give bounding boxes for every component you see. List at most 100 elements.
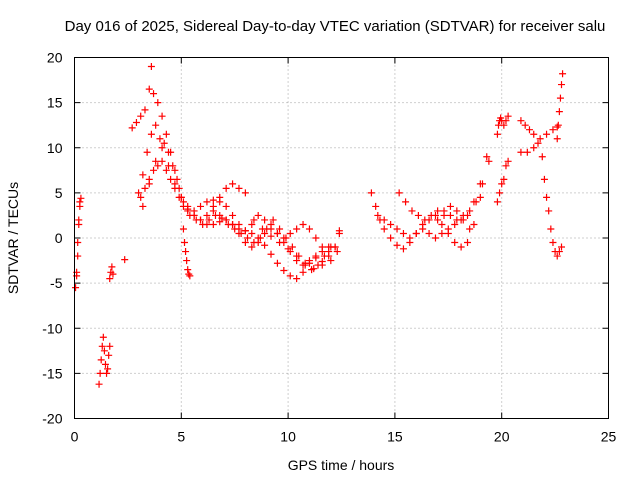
- series-cluster-1-7h: [106, 263, 117, 283]
- data-point: [109, 270, 117, 278]
- data-point: [286, 229, 294, 237]
- data-point: [372, 202, 380, 210]
- data-point: [453, 207, 461, 215]
- series-track-F: [209, 207, 343, 256]
- data-point: [145, 180, 153, 188]
- data-point: [525, 126, 533, 134]
- data-point: [145, 85, 153, 93]
- data-point: [182, 248, 190, 256]
- data-point: [540, 175, 548, 183]
- data-point: [103, 369, 111, 377]
- data-point: [273, 259, 281, 267]
- data-point: [185, 270, 193, 278]
- y-tick-label: -5: [50, 275, 63, 291]
- data-point: [171, 180, 179, 188]
- data-point: [105, 351, 113, 359]
- data-point: [543, 130, 551, 138]
- y-tick-label: 15: [47, 95, 63, 111]
- data-point: [216, 211, 224, 219]
- data-point: [333, 248, 341, 256]
- data-point: [74, 239, 82, 247]
- data-point: [451, 220, 459, 228]
- data-point: [261, 216, 269, 224]
- data-point: [95, 380, 103, 388]
- data-point: [406, 234, 414, 242]
- data-point: [248, 220, 256, 228]
- data-point: [108, 263, 116, 271]
- data-point: [75, 216, 83, 224]
- data-point: [312, 234, 320, 242]
- data-point: [485, 157, 493, 165]
- data-point: [104, 365, 112, 373]
- data-point: [553, 252, 561, 260]
- data-point: [538, 153, 546, 161]
- data-point: [209, 207, 217, 215]
- data-point: [273, 229, 281, 237]
- data-point: [203, 211, 211, 219]
- data-point: [380, 225, 388, 233]
- data-point: [256, 234, 264, 242]
- data-point: [186, 272, 194, 280]
- x-tick-label: 15: [387, 429, 403, 445]
- x-tick-label: 25: [601, 429, 617, 445]
- data-point: [387, 234, 395, 242]
- data-point: [502, 162, 510, 170]
- data-point: [106, 275, 114, 283]
- data-point: [530, 130, 538, 138]
- data-point: [387, 220, 395, 228]
- data-point: [318, 243, 326, 251]
- data-point: [222, 216, 230, 224]
- data-point: [276, 225, 284, 233]
- data-point: [162, 130, 170, 138]
- data-point: [139, 171, 147, 179]
- data-point: [216, 218, 224, 226]
- data-point: [496, 189, 504, 197]
- data-point: [553, 135, 561, 143]
- data-point: [293, 225, 301, 233]
- data-point: [248, 243, 256, 251]
- data-point: [261, 229, 269, 237]
- data-point: [209, 220, 217, 228]
- data-point: [197, 202, 205, 210]
- data-point: [444, 225, 452, 233]
- data-point: [209, 196, 217, 204]
- data-point: [96, 369, 104, 377]
- data-point: [147, 130, 155, 138]
- data-point: [431, 234, 439, 242]
- series-isolated-2-3h: [121, 256, 129, 264]
- data-point: [286, 272, 294, 280]
- data-point: [141, 106, 149, 114]
- data-point: [137, 193, 145, 201]
- data-point: [478, 180, 486, 188]
- data-point: [147, 63, 155, 71]
- series-track-M: [502, 157, 512, 170]
- data-point: [427, 211, 435, 219]
- data-point: [305, 225, 313, 233]
- data-point: [280, 266, 288, 274]
- y-tick-label: 5: [55, 185, 63, 201]
- data-point: [229, 220, 237, 228]
- data-point: [504, 112, 512, 120]
- data-point: [154, 162, 162, 170]
- grid: [74, 57, 609, 419]
- data-point: [299, 220, 307, 228]
- data-point: [164, 148, 172, 156]
- data-point: [555, 108, 563, 116]
- data-point: [476, 193, 484, 201]
- data-point: [412, 229, 420, 237]
- series-track-O: [517, 117, 566, 260]
- data-point: [425, 229, 433, 237]
- data-point: [453, 216, 461, 224]
- data-point: [556, 94, 564, 102]
- data-point: [254, 211, 262, 219]
- data-point: [395, 189, 403, 197]
- data-point: [402, 198, 410, 206]
- data-point: [536, 135, 544, 143]
- data-point: [549, 126, 557, 134]
- data-point: [558, 243, 566, 251]
- data-point: [106, 342, 114, 350]
- data-point: [181, 239, 189, 247]
- data-point: [331, 243, 339, 251]
- data-point: [132, 118, 140, 126]
